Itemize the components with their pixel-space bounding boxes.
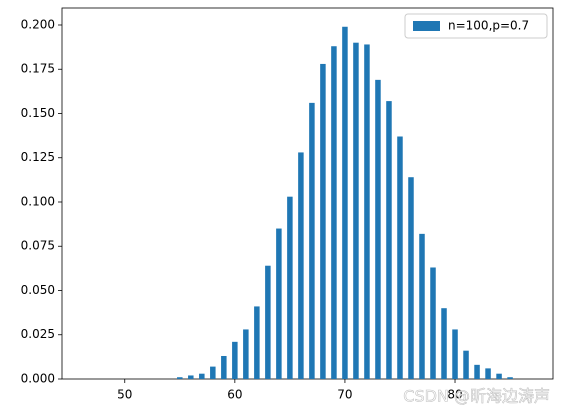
bar [331, 46, 337, 380]
bar [397, 136, 403, 379]
bar [353, 42, 359, 379]
y-tick-label: 0.050 [21, 283, 55, 297]
y-tick-label: 0.175 [21, 62, 55, 76]
bar [221, 355, 227, 379]
y-tick-label: 0.125 [21, 150, 55, 164]
y-tick-label: 0.075 [21, 239, 55, 253]
bar [243, 329, 249, 379]
bar [408, 177, 414, 379]
watermark: CSDN @昕海边涛声 [403, 387, 550, 406]
y-tick-label: 0.200 [21, 17, 55, 31]
y-tick-label: 0.025 [21, 327, 55, 341]
bar [265, 265, 271, 379]
bar [507, 377, 513, 379]
bar [188, 375, 194, 379]
bar [309, 102, 315, 379]
y-tick-label: 0.150 [21, 106, 55, 120]
bar [298, 152, 304, 379]
bar [375, 79, 381, 379]
bar [276, 228, 282, 379]
legend-swatch [413, 21, 440, 31]
bar [177, 377, 183, 379]
bar [254, 306, 260, 379]
x-tick-label: 70 [337, 388, 352, 402]
plot-frame [61, 7, 554, 380]
x-tick-label: 80 [447, 388, 462, 402]
x-tick-label: 50 [117, 388, 132, 402]
bar [287, 196, 293, 379]
bar [210, 366, 216, 379]
bar [485, 368, 491, 379]
bar [320, 63, 326, 380]
y-tick-label: 0.000 [21, 372, 55, 386]
bar [232, 341, 238, 379]
legend-label: n=100,p=0.7 [448, 19, 529, 33]
bar [386, 101, 392, 379]
x-tick-label: 60 [227, 388, 242, 402]
bar [474, 364, 480, 379]
bar [463, 350, 469, 379]
bar [364, 44, 370, 379]
bar [342, 26, 348, 380]
bar [199, 373, 205, 379]
y-tick-label: 0.100 [21, 194, 55, 208]
bar [452, 329, 458, 379]
bar [441, 308, 447, 379]
bar [430, 267, 436, 379]
bar [496, 373, 502, 379]
legend-box [404, 13, 548, 39]
bar [419, 233, 425, 379]
